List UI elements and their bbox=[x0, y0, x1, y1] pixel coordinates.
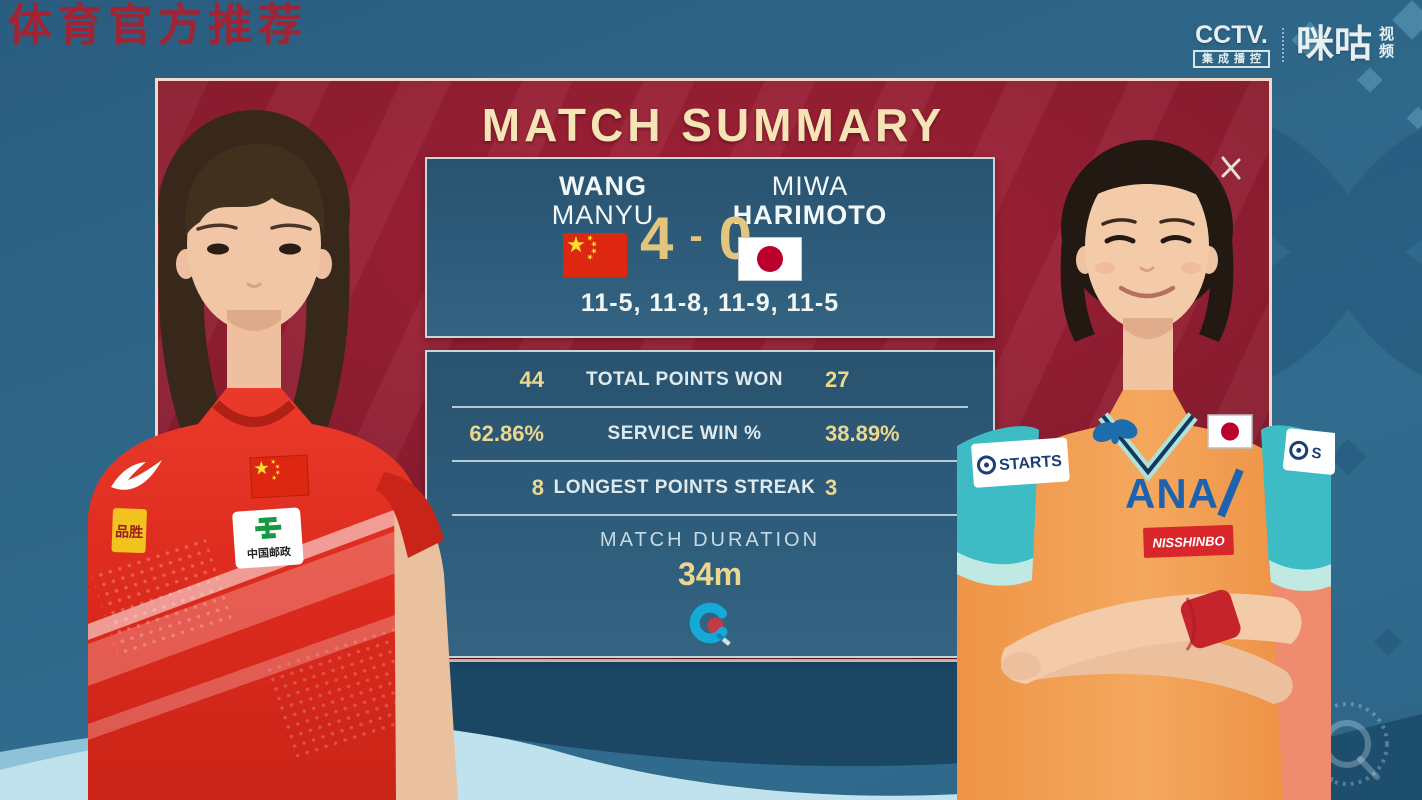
player-right-surname: HARIMOTO bbox=[732, 200, 888, 230]
player-photo-miwa-harimoto: STARTS S ANA NISSHINBO bbox=[957, 140, 1335, 800]
red-wristband bbox=[1180, 589, 1241, 649]
stat-value-left: 44 bbox=[519, 367, 544, 392]
logo-separator bbox=[1281, 28, 1284, 62]
ana-logo: ANA bbox=[1125, 468, 1244, 518]
stats-card: 44 TOTAL POINTS WON 27 62.86% SERVICE WI… bbox=[425, 350, 995, 658]
pisen-text: 品胜 bbox=[115, 523, 144, 540]
sleeve-sponsor-patch: S bbox=[1283, 428, 1335, 475]
nisshinbo-sponsor-patch: NISSHINBO bbox=[1143, 524, 1234, 558]
player-left-surname: WANG bbox=[559, 171, 647, 201]
starts-text: STARTS bbox=[999, 453, 1063, 474]
migu-logo: 咪咕 bbox=[1295, 24, 1372, 66]
game-scores: 11-5, 11-8, 11-9, 11-5 bbox=[580, 289, 840, 317]
hair-clip bbox=[1221, 156, 1241, 180]
stat-row-longest-streak: 8 LONGEST POINTS STREAK 3 bbox=[427, 462, 993, 514]
divider bbox=[452, 460, 968, 462]
stat-row-total-points: 44 TOTAL POINTS WON 27 bbox=[427, 354, 993, 406]
divider bbox=[452, 406, 968, 408]
butterfly-logo bbox=[1092, 419, 1138, 444]
starts-sponsor-patch: STARTS bbox=[971, 437, 1070, 488]
cctv-logo: CCTV. bbox=[1195, 21, 1268, 49]
stat-label: TOTAL POINTS WON bbox=[586, 369, 783, 390]
stat-value-left: 8 bbox=[531, 475, 544, 500]
match-duration-value: 34m bbox=[677, 556, 743, 592]
china-post-text: 中国邮政 bbox=[246, 544, 292, 561]
match-duration-label: MATCH DURATION bbox=[599, 529, 821, 551]
face bbox=[1085, 161, 1209, 331]
stat-row-service-win: 62.86% SERVICE WIN % 38.89% bbox=[427, 408, 993, 460]
player-left-givenname: MANYU bbox=[551, 200, 655, 230]
china-post-sponsor-patch: 中国邮政 bbox=[232, 507, 304, 569]
migu-logo-block: 咪咕 视频 bbox=[1296, 25, 1394, 65]
watermark-text: 体育官方推荐 bbox=[8, 0, 308, 51]
migu-suffix: 视频 bbox=[1377, 26, 1394, 60]
player-left-name: WANG MANYU bbox=[483, 172, 723, 230]
ana-text: ANA bbox=[1125, 470, 1219, 517]
stat-value-right: 27 bbox=[825, 367, 850, 392]
cctv-logo-block: CCTV. 集成播控 bbox=[1192, 21, 1270, 68]
match-summary-title: MATCH SUMMARY bbox=[481, 99, 946, 151]
divider bbox=[452, 514, 968, 516]
score-card: WANG MANYU MIWA HARIMOTO 4 - 0 bbox=[425, 157, 995, 338]
player-right-givenname: MIWA bbox=[771, 171, 849, 201]
score-left: 4 bbox=[639, 205, 676, 272]
player-photo-wang-manyu: 品胜 中国邮政 bbox=[88, 110, 458, 800]
china-flag bbox=[563, 233, 627, 277]
sleeve-sponsor-text: S bbox=[1311, 445, 1323, 463]
stat-value-right: 38.89% bbox=[825, 421, 900, 446]
tournament-q-logo bbox=[689, 602, 731, 646]
stat-value-left: 62.86% bbox=[469, 421, 544, 446]
pisen-sponsor-patch: 品胜 bbox=[111, 508, 147, 554]
player-right-name: MIWA HARIMOTO bbox=[690, 172, 930, 230]
nisshinbo-text: NISSHINBO bbox=[1152, 533, 1225, 551]
stat-label: LONGEST POINTS STREAK bbox=[553, 477, 816, 498]
stat-value-right: 3 bbox=[825, 475, 838, 500]
jersey-japan-flag-patch bbox=[1207, 414, 1253, 449]
broadcaster-logos: CCTV. 集成播控 咪咕 视频 bbox=[1192, 21, 1394, 68]
score-separator: - bbox=[689, 214, 705, 258]
japan-flag bbox=[738, 237, 802, 281]
stat-label: SERVICE WIN % bbox=[607, 423, 762, 444]
cctv-subtitle: 集成播控 bbox=[1192, 50, 1270, 68]
li-ning-logo bbox=[111, 460, 162, 490]
jersey-china-flag-patch bbox=[249, 454, 310, 499]
